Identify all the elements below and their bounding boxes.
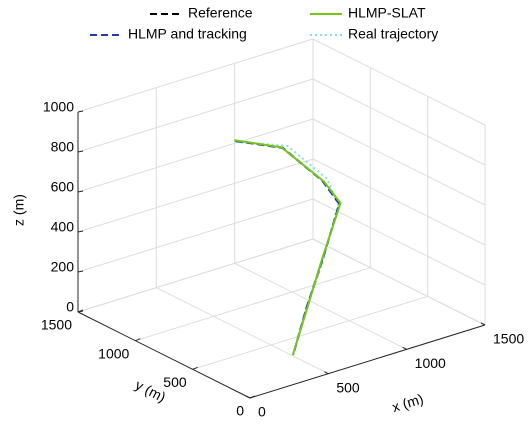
y-tick-label: 1000 bbox=[98, 345, 129, 361]
z-tick-label: 0 bbox=[66, 299, 74, 315]
grid-line bbox=[234, 262, 407, 350]
x-tick-label: 1000 bbox=[415, 355, 446, 371]
legend-label: HLMP and tracking bbox=[128, 26, 247, 42]
z-tick-label: 1000 bbox=[43, 99, 74, 115]
z-axis-label: z (m) bbox=[11, 194, 27, 226]
trajectory-line bbox=[235, 140, 341, 356]
grid-line bbox=[312, 38, 486, 126]
trajectory-line bbox=[234, 139, 341, 356]
legend: Reference HLMP and tracking HLMP-SLAT Real … bbox=[90, 5, 438, 42]
trajectory-line bbox=[234, 139, 342, 356]
x-axis bbox=[249, 324, 486, 399]
x-tick bbox=[324, 371, 329, 375]
grid-line bbox=[156, 287, 329, 375]
grid-line bbox=[77, 38, 314, 113]
trajectory-line bbox=[236, 140, 340, 356]
grid-line bbox=[77, 158, 314, 233]
grid-line bbox=[312, 78, 486, 166]
grid bbox=[77, 38, 486, 399]
plot-lines bbox=[234, 139, 342, 356]
legend-label: HLMP-SLAT bbox=[348, 5, 426, 21]
grid-line bbox=[77, 198, 314, 273]
y-tick bbox=[249, 395, 256, 399]
x-tick-label: 1500 bbox=[493, 331, 524, 347]
x-tick-label: 0 bbox=[258, 404, 266, 420]
z-tick-label: 800 bbox=[51, 139, 75, 155]
grid-line bbox=[77, 238, 314, 313]
grid-line bbox=[77, 78, 314, 153]
z-tick-label: 600 bbox=[51, 179, 75, 195]
legend-label: Reference bbox=[188, 5, 253, 21]
grid-line bbox=[192, 295, 428, 370]
axes: 0 500 1000 1500 0 500 1000 1500 0 200 400 600 800 100… bbox=[41, 99, 525, 420]
z-tick bbox=[77, 190, 84, 193]
grid-line bbox=[312, 158, 486, 246]
z-tick bbox=[77, 270, 84, 273]
grid-line bbox=[312, 198, 486, 286]
x-tick bbox=[245, 395, 251, 399]
z-tick bbox=[77, 150, 84, 153]
legend-label: Real trajectory bbox=[348, 26, 438, 42]
y-tick bbox=[135, 338, 141, 342]
z-tick bbox=[77, 230, 84, 233]
y-tick-label: 1500 bbox=[41, 317, 72, 333]
x-tick-label: 500 bbox=[336, 379, 360, 395]
z-tick bbox=[77, 310, 84, 313]
z-tick bbox=[77, 110, 84, 113]
y-tick-label: 0 bbox=[236, 403, 244, 419]
grid-line bbox=[77, 118, 314, 193]
z-tick-label: 200 bbox=[51, 259, 75, 275]
y-tick bbox=[192, 366, 198, 370]
x-tick bbox=[480, 322, 486, 326]
y-axis bbox=[77, 311, 251, 399]
x-tick bbox=[402, 346, 407, 350]
grid-line bbox=[135, 267, 371, 342]
z-tick-label: 400 bbox=[51, 219, 75, 235]
grid-line bbox=[312, 118, 486, 206]
y-tick-label: 500 bbox=[163, 374, 187, 390]
grid-line bbox=[312, 238, 486, 326]
x-axis-label: x (m) bbox=[390, 390, 425, 415]
